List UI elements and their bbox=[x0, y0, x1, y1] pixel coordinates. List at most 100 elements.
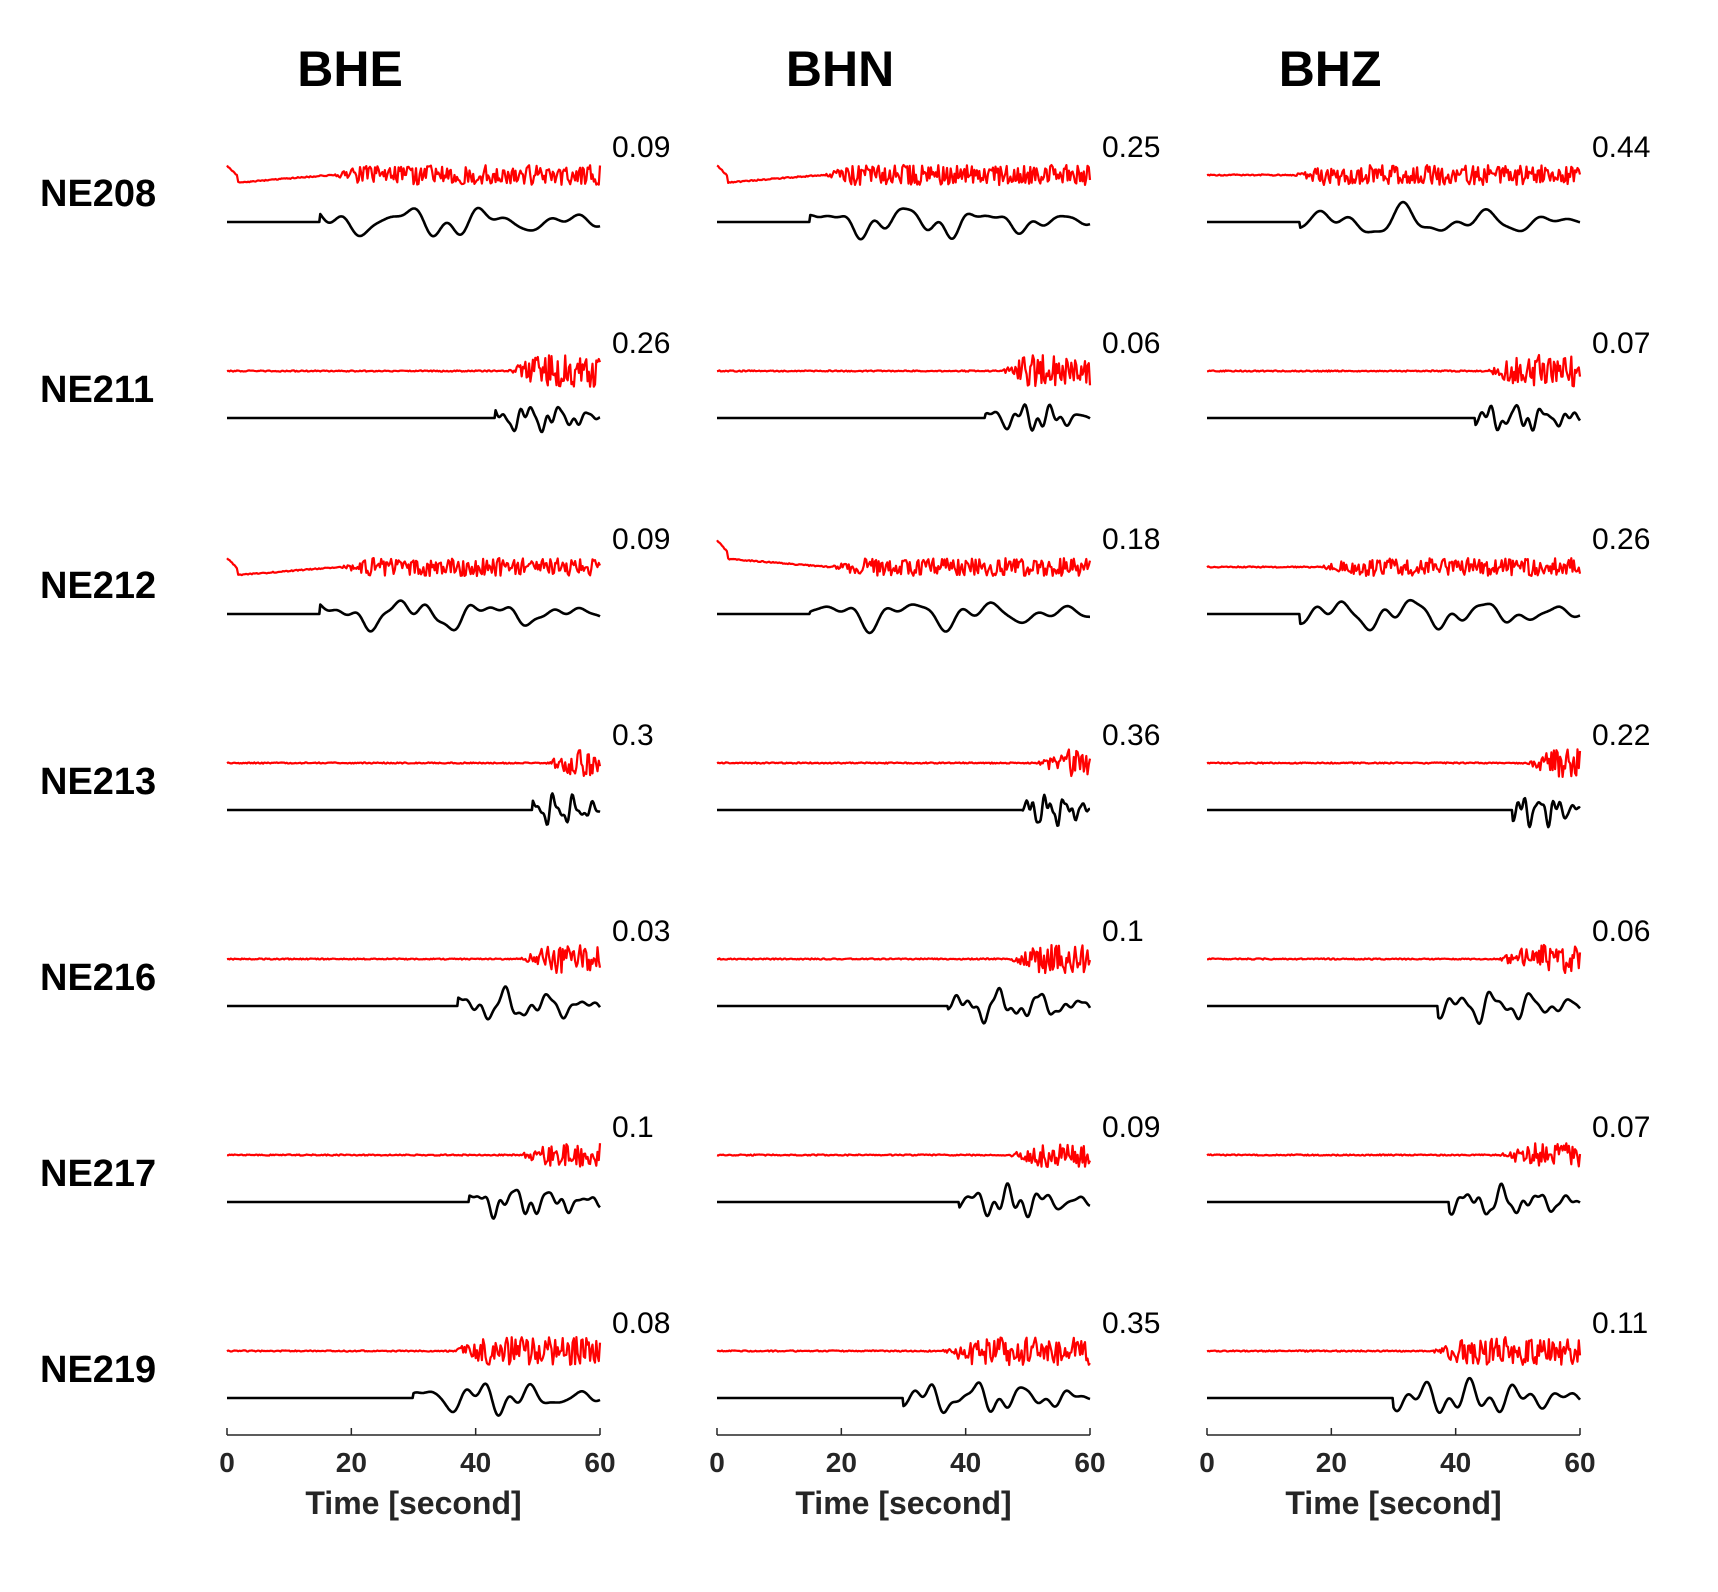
x-tick-label: 20 bbox=[1316, 1447, 1347, 1478]
red-trace bbox=[716, 354, 1092, 388]
panel-ne216-bhz: 0.06 bbox=[1206, 915, 1650, 1026]
row-label-ne212: NE212 bbox=[40, 565, 156, 607]
black-trace bbox=[226, 206, 601, 238]
black-trace bbox=[226, 599, 601, 633]
panel-ne211-bhn: 0.06 bbox=[716, 327, 1160, 432]
red-trace bbox=[1206, 748, 1582, 778]
panel-ne212-bhn: 0.18 bbox=[716, 523, 1160, 635]
black-trace bbox=[716, 1182, 1091, 1219]
value-label: 0.1 bbox=[612, 1111, 654, 1144]
red-trace bbox=[716, 539, 1092, 577]
value-label: 0.09 bbox=[612, 523, 670, 556]
value-label: 0.09 bbox=[612, 131, 670, 164]
panel-ne208-bhe: 0.09 bbox=[226, 131, 670, 238]
x-axis-bhn: 0 20 40 60 Time [second] bbox=[709, 1428, 1106, 1521]
row-label-ne208: NE208 bbox=[40, 173, 156, 215]
black-trace bbox=[1206, 1376, 1582, 1414]
red-trace bbox=[226, 944, 602, 974]
value-label: 0.36 bbox=[1102, 719, 1160, 752]
row-label-ne211: NE211 bbox=[40, 369, 154, 411]
x-axis-bhe: 0 20 40 60 Time [second] bbox=[219, 1428, 616, 1521]
panel-ne213-bhn: 0.36 bbox=[716, 719, 1160, 827]
x-tick-label: 40 bbox=[460, 1447, 491, 1478]
black-trace bbox=[226, 985, 602, 1021]
black-trace bbox=[716, 207, 1091, 241]
x-tick-label: 0 bbox=[1199, 1447, 1215, 1478]
x-tick-label: 0 bbox=[219, 1447, 235, 1478]
black-trace bbox=[226, 792, 601, 826]
red-trace bbox=[716, 1143, 1092, 1168]
panel-ne217-bhz: 0.07 bbox=[1206, 1111, 1650, 1216]
value-label: 0.22 bbox=[1592, 719, 1650, 752]
red-trace bbox=[226, 164, 602, 186]
black-trace bbox=[1206, 1182, 1581, 1216]
value-label: 0.03 bbox=[612, 915, 670, 948]
panel-ne208-bhn: 0.25 bbox=[716, 131, 1160, 241]
panel-ne219-bhz: 0.11 bbox=[1206, 1307, 1648, 1414]
row-label-ne216: NE216 bbox=[40, 957, 156, 999]
black-trace bbox=[716, 1381, 1091, 1415]
panel-ne213-bhz: 0.22 bbox=[1206, 719, 1650, 829]
panel-ne213-bhe: 0.3 bbox=[226, 719, 654, 826]
value-label: 0.07 bbox=[1592, 1111, 1650, 1144]
x-tick-label: 0 bbox=[709, 1447, 725, 1478]
red-trace bbox=[1206, 1142, 1582, 1168]
x-axis-bhz: 0 20 40 60 Time [second] bbox=[1199, 1428, 1596, 1521]
black-trace bbox=[716, 403, 1091, 432]
red-trace bbox=[1206, 164, 1582, 186]
value-label: 0.25 bbox=[1102, 131, 1160, 164]
value-label: 0.11 bbox=[1592, 1307, 1648, 1340]
x-tick-label: 40 bbox=[950, 1447, 981, 1478]
black-trace bbox=[1206, 796, 1581, 829]
x-axis-label: Time [second] bbox=[795, 1485, 1011, 1521]
black-trace bbox=[1206, 598, 1581, 632]
panel-ne212-bhz: 0.26 bbox=[1206, 523, 1650, 632]
red-trace bbox=[716, 944, 1092, 975]
value-label: 0.18 bbox=[1102, 523, 1160, 556]
value-label: 0.26 bbox=[1592, 523, 1650, 556]
value-label: 0.08 bbox=[612, 1307, 670, 1340]
black-trace bbox=[716, 601, 1091, 635]
x-axis-label: Time [second] bbox=[1285, 1485, 1501, 1521]
red-trace bbox=[226, 354, 602, 388]
x-tick-label: 20 bbox=[826, 1447, 857, 1478]
red-trace bbox=[1206, 557, 1582, 577]
panel-ne211-bhz: 0.07 bbox=[1206, 327, 1650, 432]
red-trace bbox=[226, 557, 601, 578]
value-label: 0.26 bbox=[612, 327, 670, 360]
black-trace bbox=[1206, 990, 1582, 1026]
x-tick-label: 60 bbox=[584, 1447, 615, 1478]
value-label: 0.06 bbox=[1592, 915, 1650, 948]
red-trace bbox=[1207, 943, 1582, 974]
black-trace bbox=[1206, 403, 1582, 432]
x-tick-label: 40 bbox=[1440, 1447, 1471, 1478]
red-trace bbox=[716, 1336, 1091, 1367]
x-tick-label: 20 bbox=[336, 1447, 367, 1478]
black-trace bbox=[1206, 200, 1581, 234]
red-trace bbox=[716, 748, 1092, 778]
value-label: 0.1 bbox=[1102, 915, 1144, 948]
x-axis-label: Time [second] bbox=[305, 1485, 521, 1521]
panel-ne219-bhe: 0.08 bbox=[226, 1307, 670, 1417]
panel-ne216-bhn: 0.1 bbox=[716, 915, 1144, 1025]
black-trace bbox=[226, 1382, 601, 1417]
panel-ne217-bhe: 0.1 bbox=[226, 1111, 654, 1220]
row-label-ne213: NE213 bbox=[40, 761, 156, 803]
black-trace bbox=[226, 405, 601, 434]
value-label: 0.35 bbox=[1102, 1307, 1160, 1340]
panel-ne212-bhe: 0.09 bbox=[226, 523, 670, 633]
x-tick-label: 60 bbox=[1564, 1447, 1595, 1478]
value-label: 0.3 bbox=[612, 719, 654, 752]
column-title-bhe: BHE bbox=[297, 41, 403, 97]
value-label: 0.09 bbox=[1102, 1111, 1160, 1144]
red-trace bbox=[1206, 353, 1582, 388]
black-trace bbox=[226, 1188, 601, 1220]
red-trace bbox=[1206, 1336, 1582, 1366]
red-trace bbox=[226, 1143, 602, 1168]
black-trace bbox=[716, 986, 1092, 1025]
black-trace bbox=[716, 793, 1091, 827]
red-trace bbox=[226, 749, 602, 777]
panel-ne208-bhz: 0.44 bbox=[1206, 131, 1650, 234]
panel-ne216-bhe: 0.03 bbox=[226, 915, 670, 1021]
